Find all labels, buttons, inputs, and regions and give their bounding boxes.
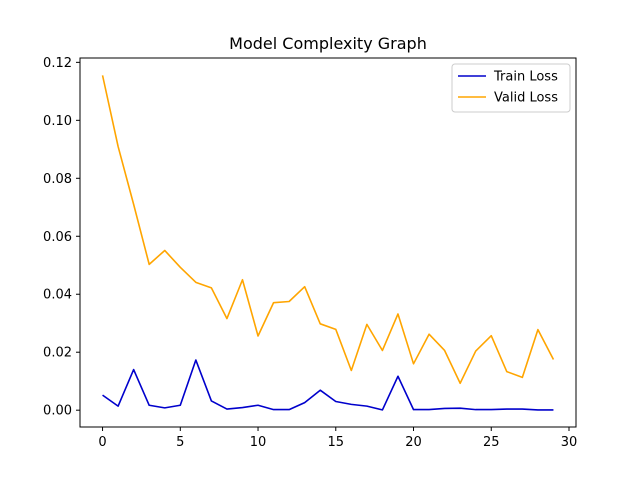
x-tick-label: 30 [561, 435, 578, 450]
legend-label-train-loss: Train Loss [493, 70, 558, 85]
chart-title: Model Complexity Graph [229, 34, 427, 53]
x-tick-label: 10 [250, 435, 267, 450]
x-tick-label: 25 [483, 435, 500, 450]
y-tick-label: 0.02 [43, 346, 72, 361]
x-tick-label: 5 [176, 435, 184, 450]
legend: Train Loss Valid Loss [451, 63, 571, 113]
x-axis: 0 5 10 15 20 25 30 [98, 427, 577, 450]
series-layer [101, 75, 555, 411]
y-tick-label: 0.06 [43, 230, 72, 245]
y-tick-label: 0.08 [43, 172, 72, 187]
y-tick-label: 0.10 [43, 114, 72, 129]
y-axis: 0.00 0.02 0.04 0.06 0.08 0.10 0.12 [43, 56, 80, 419]
y-tick-label: 0.00 [43, 404, 72, 419]
x-tick-label: 15 [328, 435, 345, 450]
legend-label-valid-loss: Valid Loss [494, 91, 558, 106]
y-tick-label: 0.04 [43, 288, 72, 303]
plot-frame [79, 57, 577, 428]
x-tick-label: 0 [98, 435, 106, 450]
series-line-valid-loss [101, 75, 555, 385]
x-tick-label: 20 [405, 435, 422, 450]
y-tick-label: 0.12 [43, 56, 72, 71]
series-line-train-loss [102, 359, 554, 411]
